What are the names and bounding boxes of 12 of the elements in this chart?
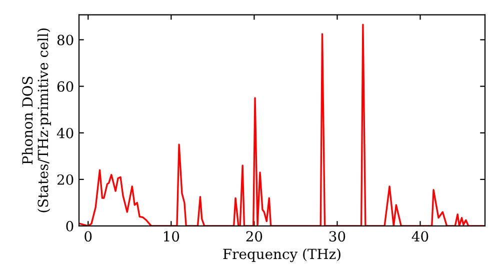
y-tick-label: 20: [57, 174, 74, 185]
x-axis-title: Frequency (THz): [223, 248, 340, 262]
y-tick-label: 80: [57, 34, 74, 46]
x-tick-label: 40: [412, 231, 428, 242]
y-tick-label: 0: [66, 220, 74, 232]
x-tick-label: 10: [164, 231, 180, 242]
y-tick-label: 60: [57, 81, 74, 92]
x-tick-label: 0: [84, 231, 92, 242]
y-axis-title: Phonon DOS (States/THz·primitive cell): [22, 28, 51, 212]
x-tick-label: 30: [329, 231, 346, 242]
x-tick-label: 20: [246, 231, 262, 242]
y-tick-label: 40: [56, 128, 74, 138]
